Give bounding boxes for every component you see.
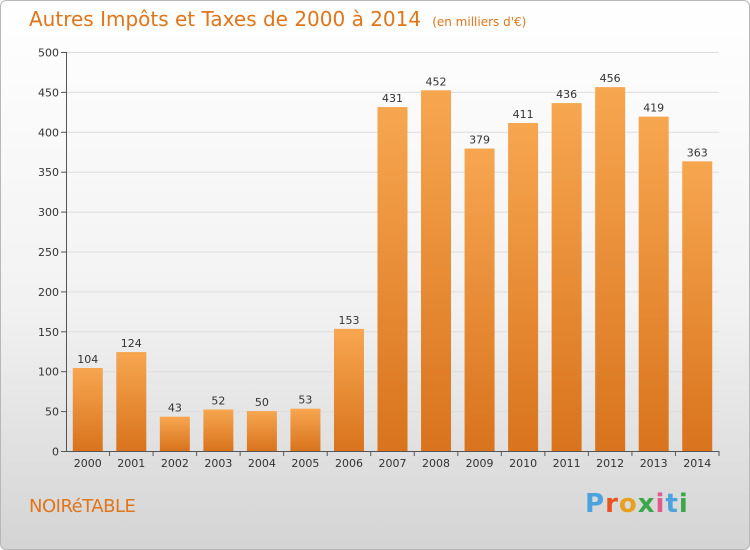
bar [508, 123, 539, 451]
x-tick-label: 2011 [553, 457, 581, 470]
y-tick-label: 0 [52, 446, 59, 459]
x-tick-label: 2007 [379, 457, 407, 470]
y-tick-label: 350 [38, 166, 59, 179]
bar [421, 90, 452, 451]
data-label: 411 [513, 108, 534, 121]
x-tick-label: 2008 [422, 457, 450, 470]
bar [464, 148, 495, 452]
bar [290, 408, 321, 451]
bar [72, 368, 103, 451]
bar [638, 116, 669, 451]
x-tick-label: 2001 [117, 457, 145, 470]
y-tick-label: 450 [38, 86, 59, 99]
bars [72, 87, 713, 452]
proxiti-logo: Proxiti [585, 489, 689, 519]
data-label: 153 [338, 314, 359, 327]
logo-letter: P [585, 489, 606, 519]
x-tick-label: 2012 [596, 457, 624, 470]
x-tick-label: 2005 [291, 457, 319, 470]
y-tick-label: 500 [38, 47, 59, 60]
unit-label: (en milliers d'€) [432, 15, 527, 29]
y-tick-label: 200 [38, 286, 59, 299]
y-tick-label: 150 [38, 326, 59, 339]
chart-title: Autres Impôts et Taxes de 2000 à 2014 (e… [29, 7, 526, 31]
bar [333, 328, 364, 451]
x-tick-label: 2002 [161, 457, 189, 470]
data-label: 419 [643, 102, 664, 115]
logo-letter: o [618, 489, 638, 519]
bar [551, 103, 582, 452]
data-label: 452 [426, 75, 447, 88]
x-tick-label: 2000 [74, 457, 102, 470]
logo-letter: i [678, 489, 689, 519]
x-tick-label: 2004 [248, 457, 276, 470]
data-label: 104 [77, 353, 98, 366]
bar [246, 411, 277, 451]
logo-letter: i [655, 489, 666, 519]
logo-letter: t [665, 489, 679, 519]
y-tick-label: 50 [45, 406, 59, 419]
data-label: 456 [600, 72, 621, 85]
bar [595, 87, 626, 451]
y-tick-label: 400 [38, 126, 59, 139]
bar [116, 352, 147, 451]
y-tick-label: 250 [38, 246, 59, 259]
x-tick-label: 2006 [335, 457, 363, 470]
x-tick-label: 2010 [509, 457, 537, 470]
value-labels: 104 124 43 52 50 53 153 431 452 379 411 436 456 419 36… [77, 72, 707, 415]
data-label: 436 [556, 88, 577, 101]
data-label: 363 [687, 146, 708, 159]
y-tick-label: 100 [38, 366, 59, 379]
data-label: 431 [382, 92, 403, 105]
logo-letter: r [605, 489, 619, 519]
bar [159, 416, 190, 451]
commune-name: NOIRéTABLE [29, 496, 136, 517]
bar [377, 107, 408, 451]
data-label: 124 [121, 337, 142, 350]
x-tick-label: 2014 [683, 457, 711, 470]
data-label: 52 [211, 395, 225, 408]
data-label: 53 [298, 394, 312, 407]
data-label: 43 [168, 402, 182, 415]
bar [203, 409, 234, 451]
bar [682, 161, 713, 452]
title-text: Autres Impôts et Taxes de 2000 à 2014 [29, 7, 422, 31]
data-label: 379 [469, 134, 490, 147]
x-tick-label: 2009 [466, 457, 494, 470]
x-tick-label: 2003 [204, 457, 232, 470]
x-tick-label: 2013 [640, 457, 668, 470]
data-label: 50 [255, 396, 269, 409]
y-tick-label: 300 [38, 206, 59, 219]
logo-letter: x [637, 489, 656, 519]
